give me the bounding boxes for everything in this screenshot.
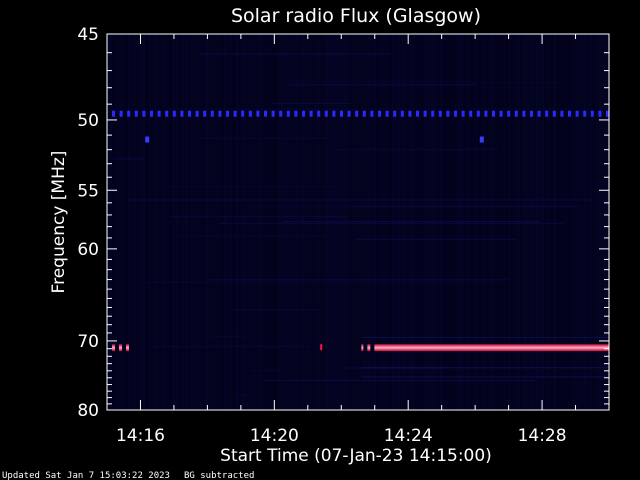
feature-blue-dashed-line (568, 110, 571, 117)
feature-blue-dashed-line (309, 110, 313, 117)
feature-blue-dashed-line (575, 110, 579, 117)
feature-red-band-segment (374, 344, 609, 352)
feature-blue-dashed-line (119, 110, 123, 117)
y-tick-label: 55 (77, 181, 99, 201)
feature-blue-dashed-line (233, 110, 237, 117)
x-axis-label: Start Time (07-Jan-23 14:15:00) (220, 446, 492, 466)
feature-blue-dashed-line (142, 110, 146, 117)
feature-blue-dashed-line (370, 110, 374, 117)
feature-blue-dashed-line (218, 110, 222, 117)
y-tick-label: 50 (77, 111, 99, 131)
feature-blue-dashed-line (165, 110, 169, 117)
x-tick-label: 14:20 (250, 426, 299, 446)
feature-blue-dashed-line (431, 110, 435, 117)
feature-blue-dashed-line (438, 110, 442, 117)
spectrogram-features (112, 110, 609, 352)
feature-blue-dashed-line (317, 110, 321, 117)
feature-blue-dashed-line (416, 110, 419, 117)
feature-blue-dashed-line (507, 110, 511, 117)
feature-blue-dashed-line (484, 110, 488, 117)
feature-blue-dashed-line (195, 110, 199, 117)
feature-blue-dashed-line (362, 110, 366, 117)
plot-frame (106, 33, 610, 411)
feature-blue-dashed-line (545, 110, 549, 117)
feature-blue-dashed-line (590, 110, 594, 117)
feature-blue-dashed-line (400, 110, 404, 117)
feature-blue-dashed-line (256, 110, 260, 117)
feature-blue-dashed-line (469, 110, 473, 117)
feature-blue-dashed-line (446, 110, 450, 117)
feature-blue-dashed-line (355, 110, 359, 117)
feature-blue-dot (145, 136, 150, 143)
feature-blue-dashed-line (378, 110, 381, 117)
feature-blue-dashed-line (127, 110, 131, 117)
y-tick-label: 60 (77, 240, 99, 260)
bg-subtracted-note: BG subtracted (184, 471, 254, 480)
feature-red-band-segment (361, 344, 364, 352)
chart-title: Solar radio Flux (Glasgow) (231, 5, 481, 27)
feature-red-band-segment (119, 344, 123, 352)
feature-blue-dashed-line (583, 110, 587, 117)
feature-blue-dashed-line (598, 110, 602, 117)
updated-timestamp: Updated Sat Jan 7 15:03:22 2023 (2, 471, 170, 480)
feature-blue-dashed-line (294, 110, 298, 117)
feature-red-band-tick (320, 344, 323, 351)
feature-red-band-segment (112, 344, 116, 352)
feature-blue-dashed-line (134, 110, 138, 117)
feature-blue-dashed-line (286, 110, 290, 117)
feature-blue-dashed-line (279, 110, 283, 117)
feature-blue-dashed-line (203, 110, 207, 117)
feature-blue-dashed-line (172, 110, 176, 117)
feature-blue-dashed-line (499, 110, 503, 117)
feature-blue-dashed-line (560, 110, 564, 117)
feature-blue-dashed-line (340, 110, 343, 117)
plot-axes (106, 33, 610, 411)
feature-blue-dashed-line (522, 110, 526, 117)
feature-blue-dashed-line (332, 110, 336, 117)
feature-blue-dashed-line (112, 110, 115, 117)
feature-blue-dashed-line (157, 110, 161, 117)
feature-red-band-segment (367, 344, 371, 352)
feature-blue-dashed-line (606, 110, 609, 117)
background-noise-texture (107, 34, 610, 410)
feature-blue-dashed-line (454, 110, 457, 117)
y-tick-label: 70 (77, 332, 99, 352)
feature-blue-dot (479, 136, 484, 143)
y-axis-label: Frequency [MHz] (49, 151, 69, 294)
feature-blue-dashed-line (347, 110, 351, 117)
feature-blue-dashed-line (302, 110, 305, 117)
feature-blue-dashed-line (241, 110, 245, 117)
x-tick-label: 14:28 (518, 426, 567, 446)
feature-blue-dashed-line (226, 110, 229, 117)
feature-blue-dashed-line (476, 110, 480, 117)
feature-blue-dashed-line (461, 110, 465, 117)
feature-red-band-segment (126, 344, 130, 352)
x-axis-ticks: 14:16 14:20 14:24 14:28 (106, 34, 610, 446)
feature-blue-dashed-line (393, 110, 397, 117)
feature-blue-dashed-line (210, 110, 214, 117)
feature-blue-dashed-line (180, 110, 184, 117)
feature-blue-dashed-line (264, 110, 267, 117)
feature-blue-dashed-line (271, 110, 275, 117)
feature-blue-dashed-line (408, 110, 412, 117)
x-tick-label: 14:16 (116, 426, 165, 446)
feature-blue-dashed-line (423, 110, 427, 117)
feature-blue-dashed-line (385, 110, 389, 117)
feature-blue-dashed-line (324, 110, 328, 117)
y-tick-label: 45 (77, 25, 99, 45)
feature-blue-dashed-line (530, 110, 533, 117)
feature-blue-dashed-line (514, 110, 518, 117)
feature-blue-dashed-line (537, 110, 541, 117)
feature-blue-dashed-line (248, 110, 252, 117)
feature-blue-dashed-line (188, 110, 191, 117)
feature-blue-dashed-line (150, 110, 153, 117)
y-axis-ticks: 45 50 55 60 70 80 (77, 25, 609, 421)
feature-blue-dashed-line (552, 110, 556, 117)
y-tick-label: 80 (77, 401, 99, 421)
feature-blue-dashed-line (492, 110, 495, 117)
x-tick-label: 14:24 (384, 426, 433, 446)
